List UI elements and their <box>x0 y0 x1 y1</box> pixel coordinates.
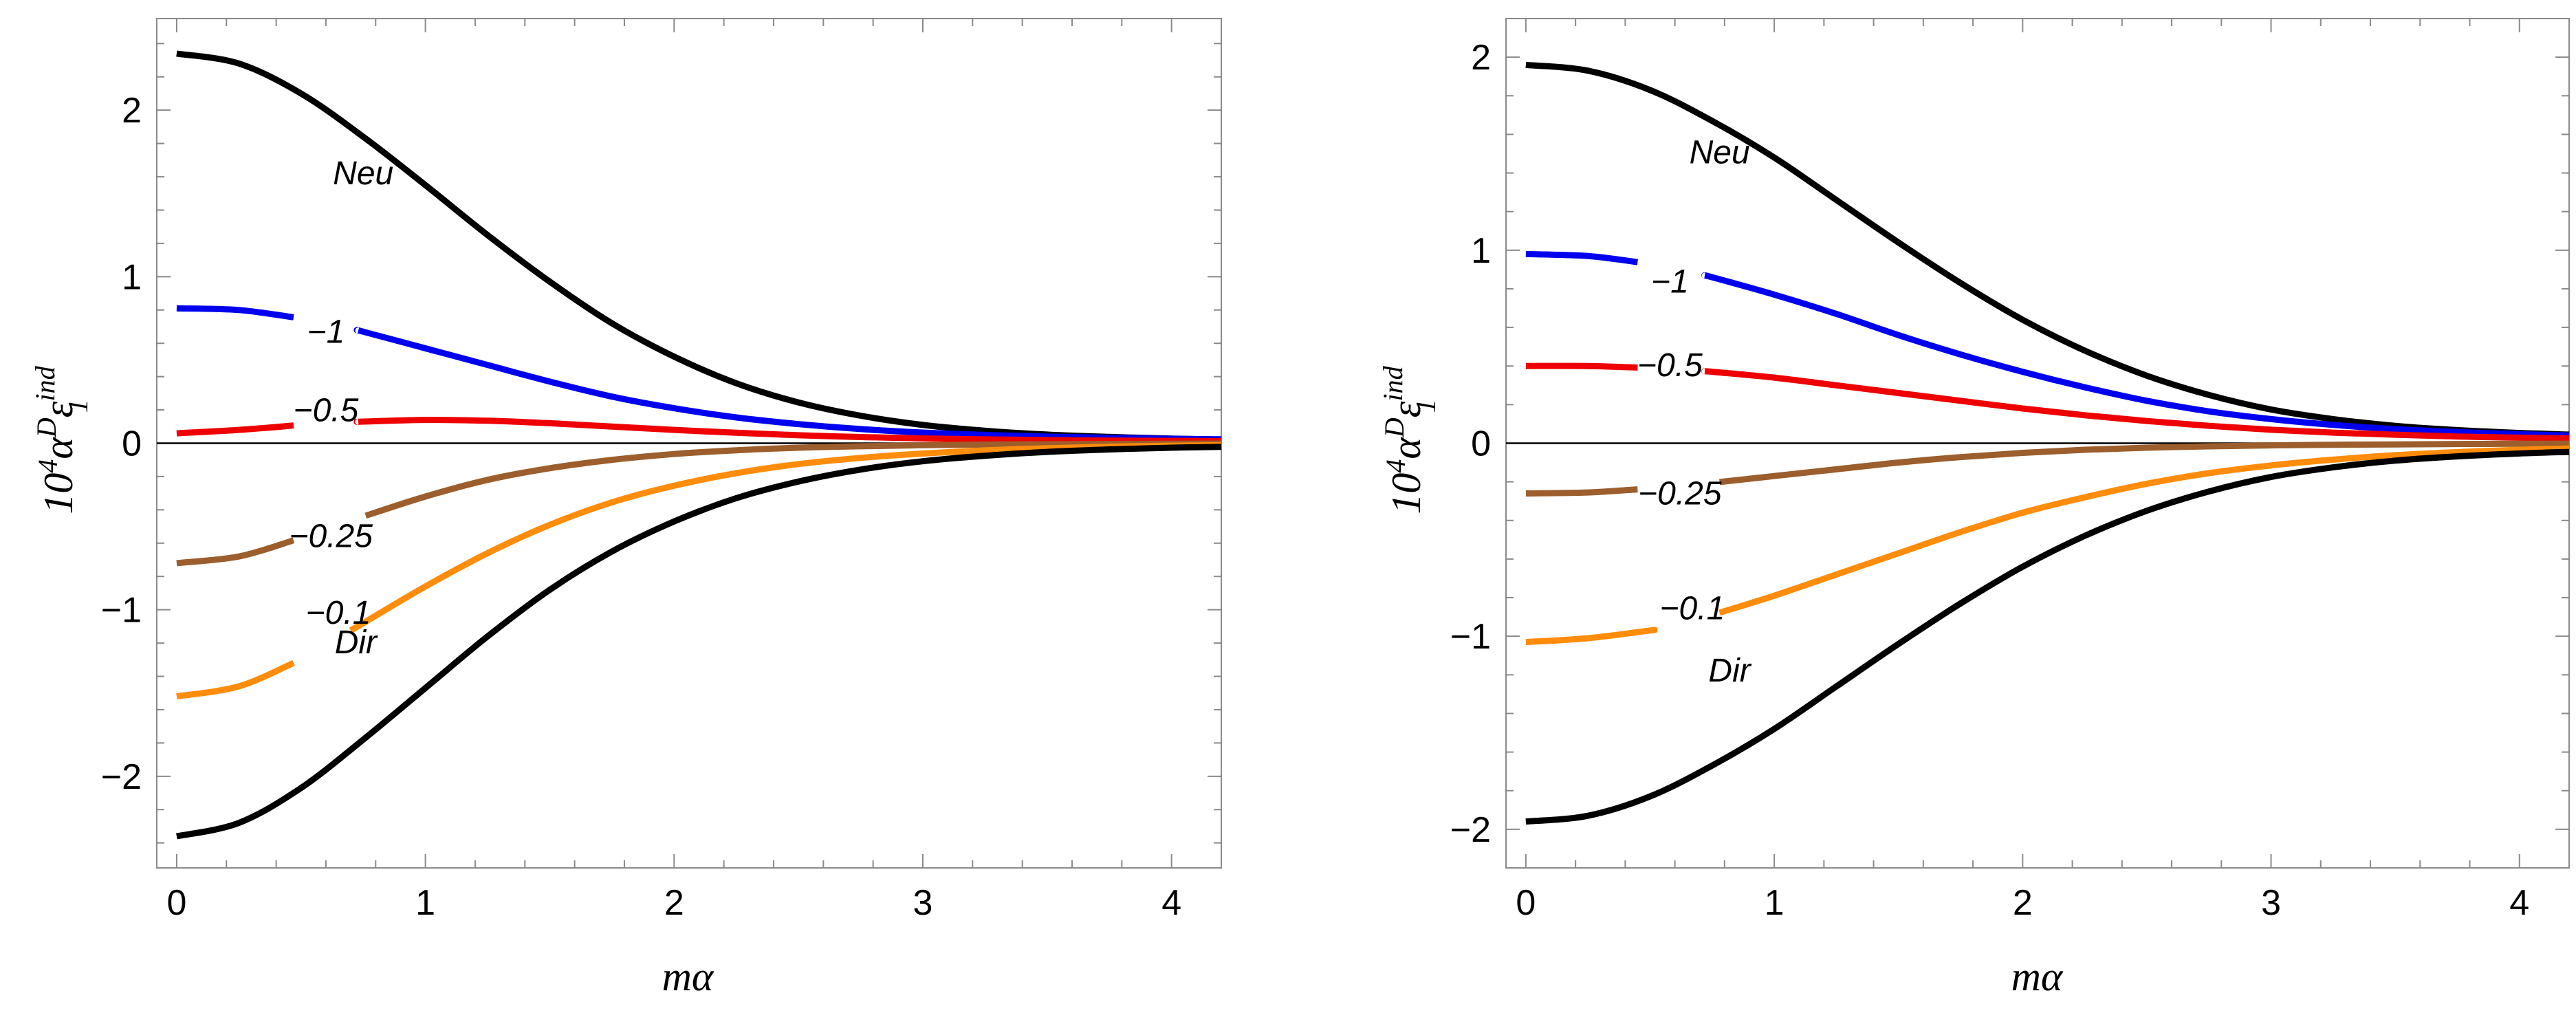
series-line-5 <box>1525 627 1658 646</box>
y-tick-label: 0 <box>1471 424 1491 464</box>
x-tick-label: 3 <box>2261 883 2281 923</box>
y-tick-label: 1 <box>122 257 142 297</box>
series-line-4 <box>176 537 295 567</box>
series-label-4: −0.25 <box>1638 476 1722 512</box>
series-label-2: −1 <box>1651 263 1689 300</box>
series-line-5 <box>1718 445 2570 616</box>
series-line-6 <box>175 444 1222 840</box>
x-tick-label: 4 <box>1161 883 1181 923</box>
y-axis-label-part: 4 <box>1380 459 1411 473</box>
x-axis-label: mα <box>662 954 714 999</box>
x-tick-label: 1 <box>415 883 435 923</box>
series-label-5: −0.1 <box>1660 591 1725 627</box>
x-tick-label: 0 <box>1516 883 1536 923</box>
series-label-6: Dir <box>1708 653 1751 689</box>
y-axis-label-part: ε <box>36 401 81 417</box>
y-axis-label-part: α <box>1384 437 1429 459</box>
series-label-5: −0.1 <box>306 595 371 631</box>
y-axis-label-part: ind <box>30 365 61 401</box>
right-chart-panel: 0 1 2 3 4−2−1012mα104αDεind1Neu−1−0.5−0.25−0… <box>1377 18 2570 999</box>
x-tick-label: 2 <box>2013 883 2033 923</box>
series-line-3 <box>176 422 294 437</box>
series-line-5 <box>176 660 295 700</box>
series-line-2 <box>353 327 1222 443</box>
series-label-4: −0.25 <box>289 519 373 555</box>
series-label-1: Neu <box>333 155 393 192</box>
x-tick-label: 1 <box>1765 883 1784 923</box>
series-line-2 <box>1525 250 1638 265</box>
series-line-4 <box>1525 486 1638 497</box>
series-line-2 <box>1701 272 2570 439</box>
series-line-6 <box>1525 448 2570 825</box>
y-axis-label: 104αDεind1 <box>30 365 94 514</box>
left-chart-panel: 0 1 2 3 4−2−1012mα104αDεind1Neu−1−0.5−0.25−0… <box>30 18 1222 999</box>
x-tick-label: 2 <box>664 883 684 923</box>
series-label-3: −0.5 <box>1637 347 1703 384</box>
series-line-4 <box>1719 440 2570 486</box>
series-line-3 <box>1701 368 2570 442</box>
series-line-3 <box>353 417 1222 444</box>
x-axis-label: mα <box>2011 954 2064 999</box>
series-label-3: −0.5 <box>294 393 359 429</box>
x-tick-label: 0 <box>166 883 186 923</box>
y-axis-label-part: 10 <box>36 473 81 514</box>
y-axis-label-part: ε <box>1384 401 1429 417</box>
series-line-3 <box>1525 362 1638 371</box>
y-axis-label-part: α <box>36 437 81 459</box>
y-axis-label-sub: 1 <box>1410 399 1441 413</box>
y-tick-label: 2 <box>122 91 142 131</box>
y-axis-label-part: 10 <box>1384 473 1429 514</box>
y-axis-label-part: ind <box>1377 365 1408 401</box>
y-tick-label: −1 <box>101 591 142 631</box>
y-axis-label: 104αDεind1 <box>1377 365 1441 514</box>
series-line-1 <box>1525 61 2570 438</box>
y-tick-label: −1 <box>1450 617 1491 657</box>
x-tick-label: 3 <box>913 883 933 923</box>
series-line-1 <box>176 50 1222 443</box>
y-tick-label: 2 <box>1471 38 1491 78</box>
series-label-6: Dir <box>335 624 378 661</box>
y-tick-label: −2 <box>101 757 142 797</box>
series-line-2 <box>176 305 294 320</box>
y-tick-label: 0 <box>122 424 142 464</box>
series-line-4 <box>364 440 1222 519</box>
series-line-5 <box>349 442 1222 633</box>
y-tick-label: 1 <box>1471 231 1491 271</box>
y-axis-label-sub: 1 <box>63 399 94 413</box>
y-tick-label: −2 <box>1450 810 1491 850</box>
x-tick-label: 4 <box>2509 883 2529 923</box>
y-axis-label-part: 4 <box>32 459 63 473</box>
y-axis-label-part: D <box>1379 417 1410 438</box>
series-label-2: −1 <box>307 314 345 351</box>
series-label-1: Neu <box>1690 134 1750 171</box>
y-axis-label-part: D <box>31 417 62 438</box>
